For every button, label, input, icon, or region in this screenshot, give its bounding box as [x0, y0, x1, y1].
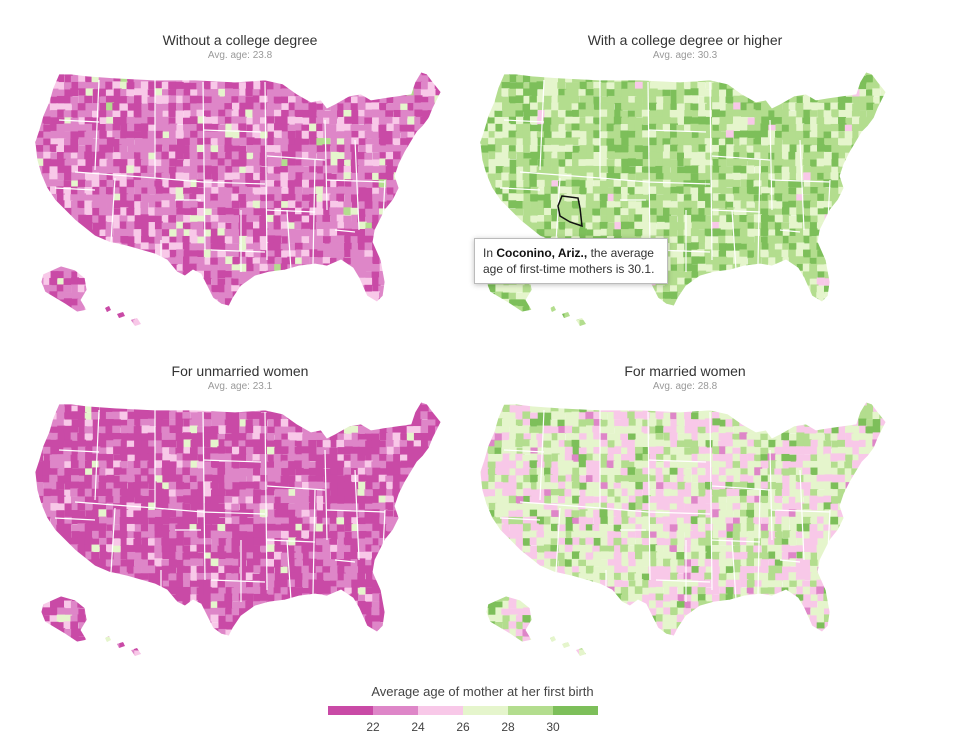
legend-swatch [553, 706, 598, 715]
panel-avg-age: Avg. age: 23.1 [207, 381, 273, 392]
us-county-map[interactable] [460, 60, 910, 330]
legend-tick: 28 [501, 720, 515, 734]
panel-avg-age: Avg. age: 30.3 [652, 50, 718, 61]
legend-swatch [508, 706, 553, 715]
panel-title: With a college degree or higher [587, 32, 783, 48]
legend-swatch [373, 706, 418, 715]
panel-avg-age: Avg. age: 28.8 [652, 381, 718, 392]
us-county-map[interactable] [460, 390, 910, 660]
highlighted-county[interactable] [557, 195, 583, 228]
legend-title: Average age of mother at her first birth [371, 684, 594, 699]
legend-swatch [463, 706, 508, 715]
us-county-map[interactable] [15, 390, 465, 660]
tooltip-prefix: In [483, 246, 497, 260]
panel-avg-age: Avg. age: 23.8 [207, 50, 273, 61]
county-tooltip: In Coconino, Ariz., the average age of f… [474, 238, 668, 284]
legend-tick: 24 [411, 720, 425, 734]
panel-title: For married women [624, 363, 746, 379]
tooltip-county-name: Coconino, Ariz., [496, 246, 588, 260]
legend-tick: 22 [366, 720, 380, 734]
color-legend [328, 706, 598, 715]
legend-swatch [328, 706, 373, 715]
legend-tick: 26 [456, 720, 470, 734]
panel-title: For unmarried women [171, 363, 309, 379]
legend-swatch [418, 706, 463, 715]
tooltip-suffix: the average age of first-time mothers is… [483, 246, 655, 276]
legend-tick: 30 [546, 720, 560, 734]
panel-title: Without a college degree [162, 32, 318, 48]
us-county-map[interactable] [15, 60, 465, 330]
